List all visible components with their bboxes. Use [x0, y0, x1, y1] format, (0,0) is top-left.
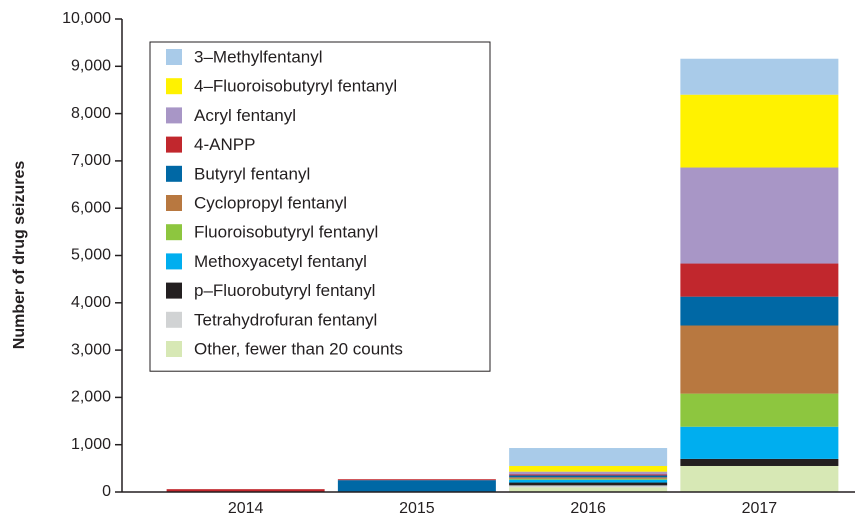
bar-segment — [509, 485, 668, 488]
bar-segment — [509, 474, 668, 476]
legend-box — [149, 41, 491, 372]
bar-segment — [509, 477, 668, 479]
bar-segment — [509, 471, 668, 475]
legend-label: Cyclopropyl fentanyl — [194, 193, 347, 212]
legend-swatch — [166, 195, 182, 211]
legend-label: Methoxyacetyl fentanyl — [194, 252, 367, 271]
bar-segment — [680, 393, 839, 427]
bar-segment — [680, 263, 839, 297]
legend-swatch — [166, 136, 182, 153]
legend-swatch — [166, 341, 182, 357]
legend-label: Butyryl fentanyl — [194, 164, 310, 183]
bar-segment — [680, 296, 839, 326]
legend-swatch — [166, 224, 182, 241]
y-tick-label: 8,000 — [71, 105, 111, 122]
bar-segment — [680, 458, 839, 466]
x-tick-label: 2017 — [742, 500, 778, 517]
bar-segment — [337, 480, 496, 492]
legend-swatch — [166, 107, 182, 124]
legend-swatch — [166, 78, 182, 95]
y-tick-label: 9,000 — [71, 58, 111, 75]
legend-label: Other, fewer than 20 counts — [194, 339, 403, 358]
x-tick-label: 2015 — [399, 500, 435, 517]
legend-swatch — [166, 253, 182, 270]
bar-segment — [680, 325, 839, 394]
y-tick-label: 3,000 — [71, 341, 111, 358]
bar-segment — [680, 167, 839, 264]
bar-segment — [680, 58, 839, 95]
bar-segment — [166, 489, 325, 492]
legend-swatch — [166, 165, 182, 182]
legend-swatch — [166, 282, 182, 299]
bar-segment — [509, 475, 668, 478]
bar-segment — [680, 426, 839, 459]
bar-segment — [509, 482, 668, 486]
bar-segment — [509, 465, 668, 472]
legend-label: 3–Methylfentanyl — [194, 47, 323, 66]
legend-swatch — [166, 49, 182, 65]
x-tick-label: 2016 — [570, 500, 606, 517]
legend-label: 4-ANPP — [194, 135, 255, 154]
bar-segment — [337, 479, 496, 481]
bar-segment — [509, 487, 668, 492]
y-tick-label: 6,000 — [71, 199, 111, 216]
y-tick-label: 1,000 — [71, 436, 111, 453]
bar-segment — [680, 465, 839, 492]
bar-segment — [680, 94, 839, 168]
legend-label: p–Fluorobutyryl fentanyl — [194, 281, 375, 300]
legend-label: Fluoroisobutyryl fentanyl — [194, 223, 378, 242]
y-tick-label: 2,000 — [71, 389, 111, 406]
x-tick-label: 2014 — [228, 500, 264, 517]
y-tick-label: 7,000 — [71, 152, 111, 169]
legend-label: 4–Fluoroisobutyryl fentanyl — [194, 77, 397, 96]
y-axis-title: Number of drug seizures — [11, 161, 28, 350]
bar-segment — [509, 479, 668, 483]
legend-swatch — [166, 311, 182, 328]
y-tick-label: 0 — [102, 483, 111, 500]
legend-label: Acryl fentanyl — [194, 106, 296, 125]
y-tick-label: 4,000 — [71, 294, 111, 311]
y-tick-label: 5,000 — [71, 247, 111, 264]
bar-segment — [509, 478, 668, 480]
y-tick-label: 10,000 — [62, 10, 111, 27]
bar-segment — [509, 448, 668, 466]
legend-label: Tetrahydrofuran fentanyl — [194, 310, 377, 329]
